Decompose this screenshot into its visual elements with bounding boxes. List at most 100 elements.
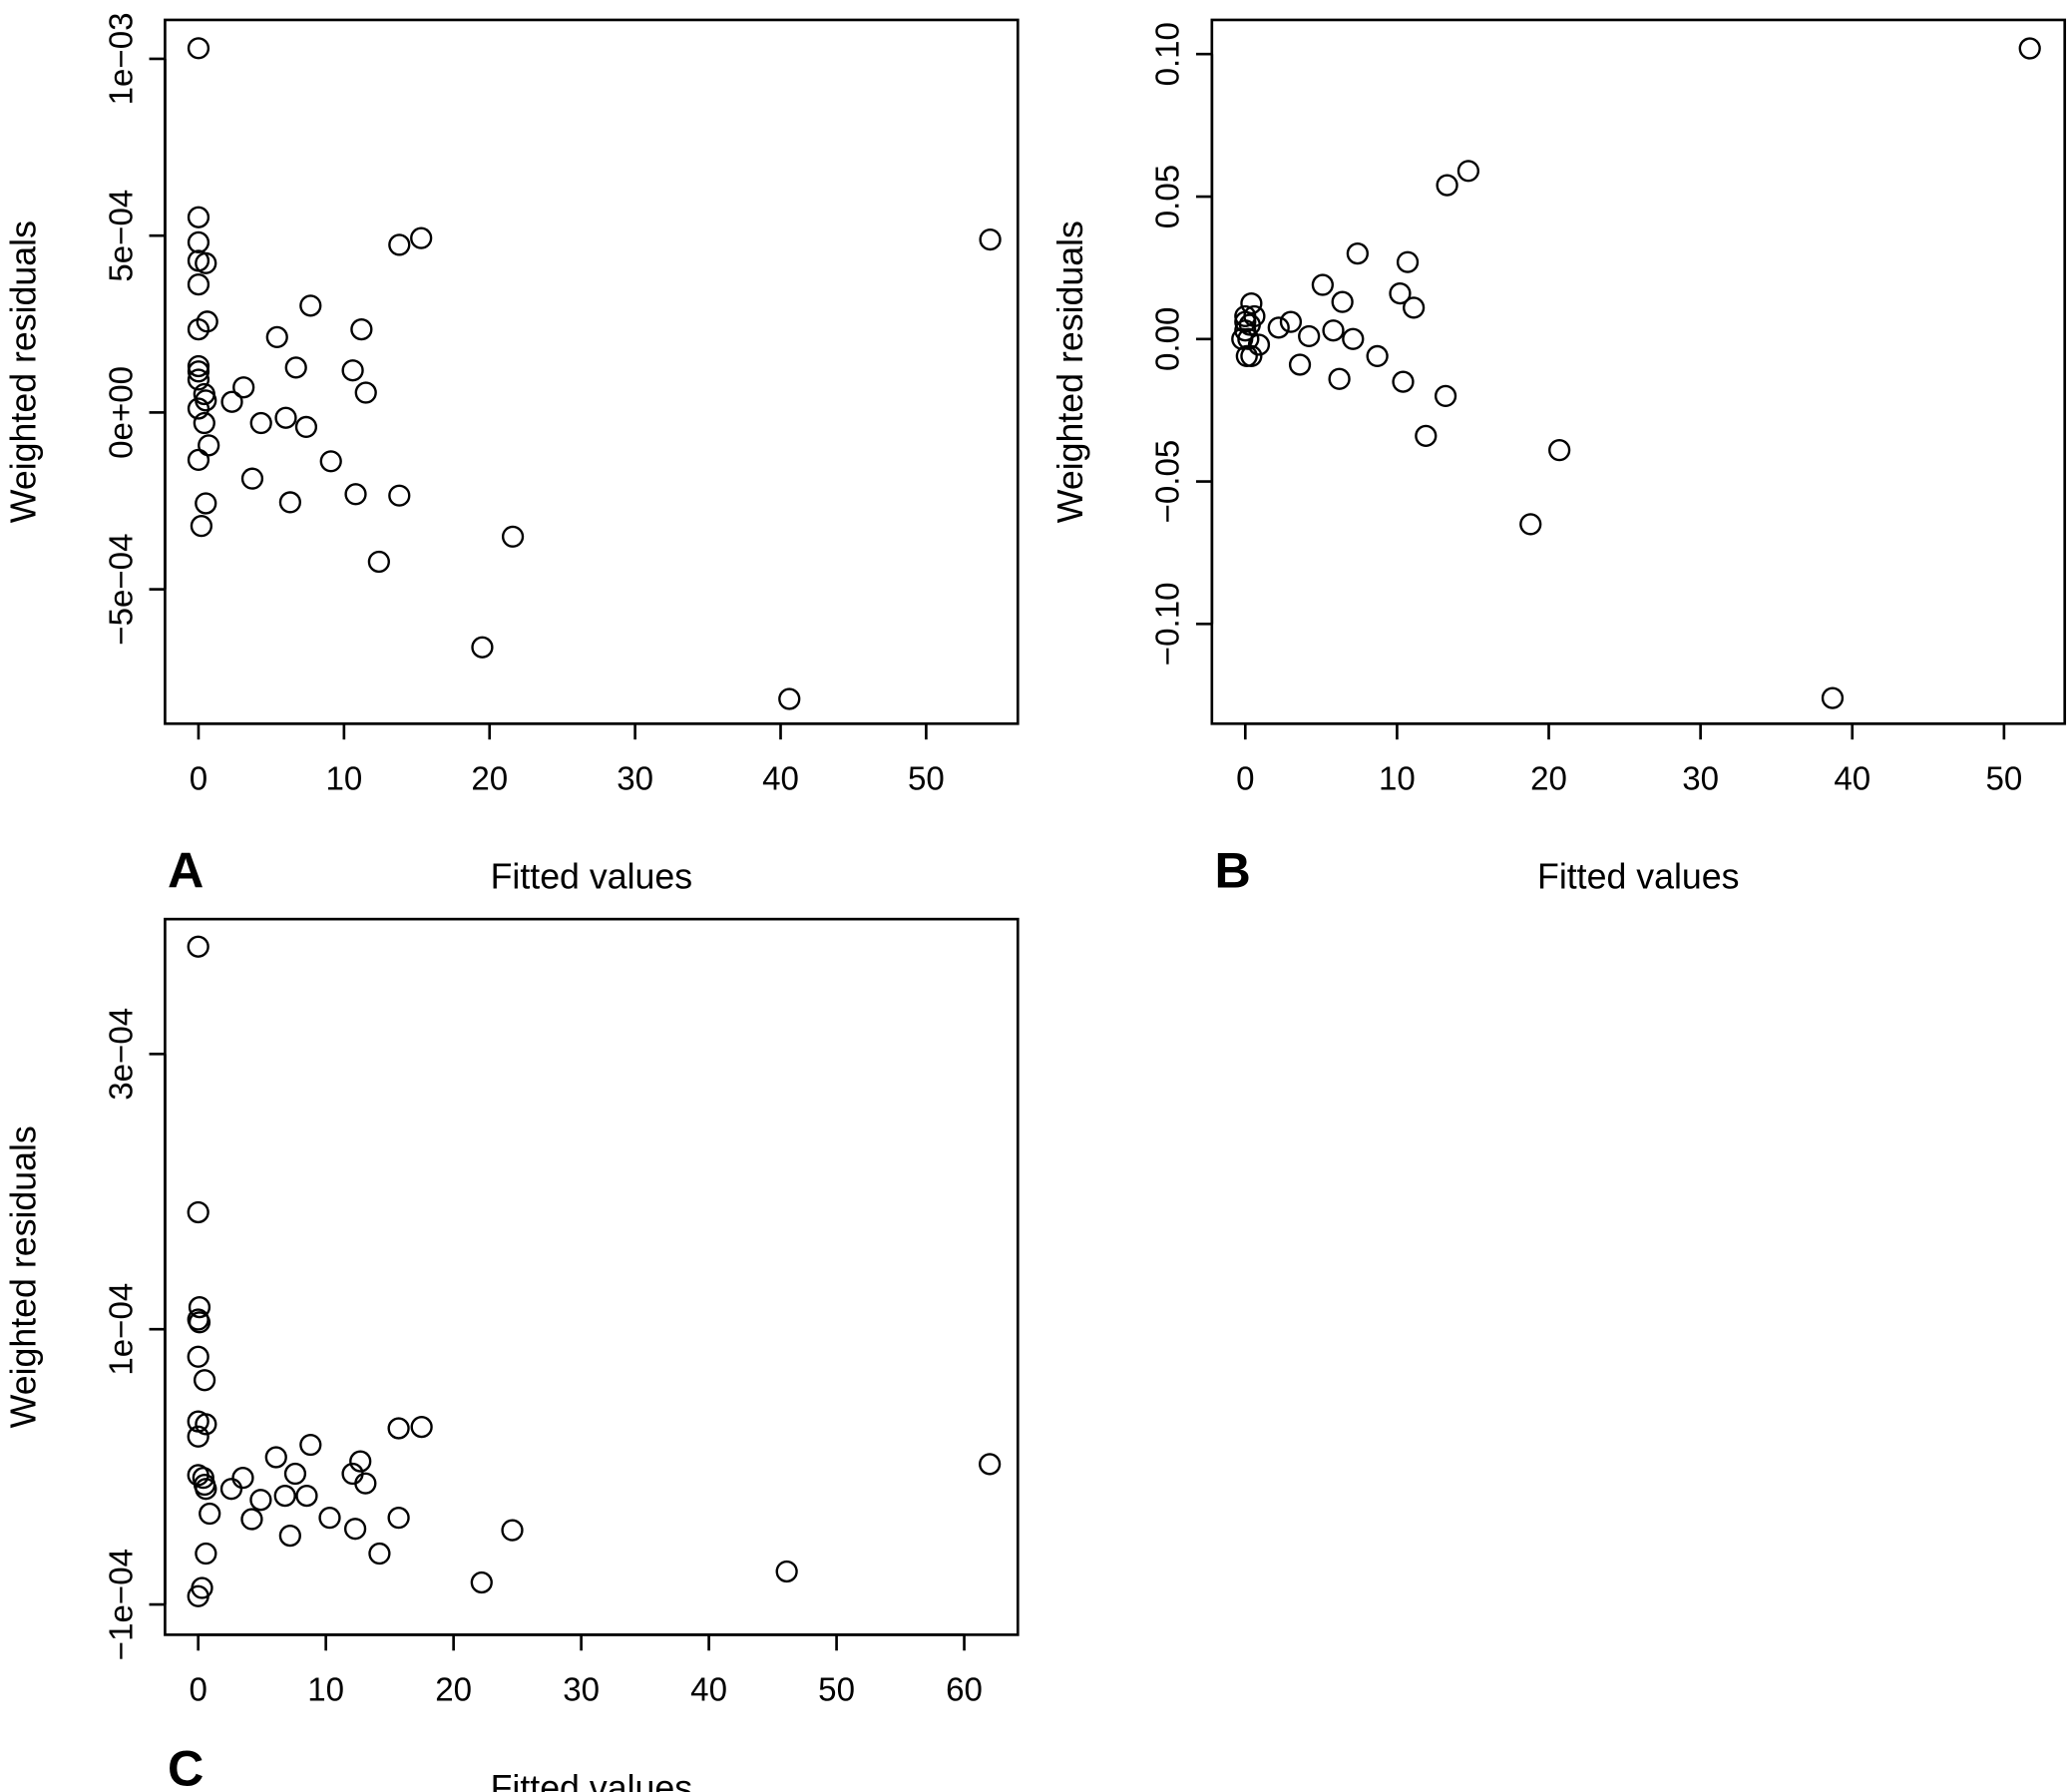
data-point <box>193 411 215 435</box>
data-point <box>188 1296 211 1319</box>
data-point <box>187 272 210 296</box>
data-point <box>187 1425 209 1448</box>
data-point <box>1279 310 1303 333</box>
y-tick-label: −0.05 <box>1150 440 1187 524</box>
data-point <box>187 448 210 472</box>
data-point <box>1267 316 1290 339</box>
data-point <box>232 376 255 399</box>
data-point <box>1237 327 1260 350</box>
data-point <box>471 636 494 659</box>
x-tick-label: 10 <box>1379 760 1416 797</box>
data-point <box>1456 160 1480 183</box>
data-point <box>187 37 210 60</box>
y-tick-label: 5e−04 <box>103 190 140 282</box>
data-point <box>1389 281 1412 305</box>
x-tick-label: 20 <box>435 1672 472 1709</box>
data-point <box>1240 291 1263 315</box>
panel-a: 0 10 20 30 40 50 −5e−04 0e+00 5e−04 1e−03 Fitted v… <box>4 12 1020 898</box>
x-tick-label: 0 <box>190 760 207 797</box>
y-tick-label: 1e−04 <box>103 1283 140 1376</box>
x-tick-label: 50 <box>1985 760 2022 797</box>
data-point <box>196 310 218 333</box>
data-point <box>198 434 220 457</box>
data-point <box>1311 273 1334 296</box>
data-point <box>388 484 411 507</box>
data-point <box>2018 37 2041 60</box>
data-point <box>1342 327 1365 350</box>
data-point <box>249 1489 272 1512</box>
plot-frame <box>164 18 1020 725</box>
y-tick-label: 0.00 <box>1150 307 1187 371</box>
data-point <box>344 483 367 506</box>
data-point <box>187 1584 209 1607</box>
data-point <box>283 1462 307 1486</box>
panel-c: 0 10 20 30 40 50 60 −1e−04 1e−04 3e−04 Fitted valu… <box>4 917 1020 1792</box>
data-point <box>354 1472 377 1495</box>
data-point <box>249 411 272 435</box>
data-point <box>294 415 318 439</box>
data-point <box>319 450 342 473</box>
data-point <box>193 1369 216 1392</box>
y-axis-label: Weighted residuals <box>4 1125 44 1428</box>
data-point <box>187 354 210 378</box>
x-axis-label: Fitted values <box>1537 857 1740 897</box>
data-point <box>388 233 411 256</box>
data-point <box>187 1200 209 1224</box>
data-point <box>187 397 210 420</box>
x-tick-label: 40 <box>762 760 799 797</box>
x-tick-label: 20 <box>471 760 508 797</box>
data-point <box>318 1507 341 1530</box>
y-axis-label: Weighted residuals <box>1050 221 1090 523</box>
x-axis-label: Fitted values <box>491 857 693 897</box>
data-point <box>240 467 264 490</box>
data-point <box>295 1484 318 1508</box>
y-axis-label: Weighted residuals <box>4 221 44 523</box>
data-point <box>501 525 525 548</box>
data-point <box>501 1519 524 1542</box>
data-point <box>187 935 209 958</box>
data-point <box>1403 296 1426 319</box>
data-point <box>778 687 801 710</box>
data-point <box>349 1450 372 1473</box>
data-point <box>350 317 373 341</box>
y-tick-label: 3e−04 <box>103 1008 140 1101</box>
data-point <box>278 1524 301 1548</box>
data-point <box>299 1433 322 1457</box>
data-point <box>284 356 307 379</box>
data-point <box>979 227 1002 251</box>
panel-letter: B <box>1214 841 1250 898</box>
data-point <box>1240 344 1263 368</box>
panel-letter: A <box>168 841 204 898</box>
x-tick-label: 30 <box>617 760 653 797</box>
data-point <box>219 1478 243 1501</box>
x-tick-label: 50 <box>818 1672 855 1709</box>
data-point <box>195 1478 217 1501</box>
y-tick-label: −1e−04 <box>103 1549 140 1660</box>
data-point <box>195 251 217 274</box>
data-point <box>1328 367 1351 390</box>
data-point <box>341 359 364 382</box>
data-point <box>410 1416 433 1439</box>
y-tick-label: 0.10 <box>1150 22 1187 86</box>
data-point <box>1396 250 1420 273</box>
data-point <box>775 1560 798 1583</box>
x-tick-label: 10 <box>325 760 362 797</box>
x-tick-label: 30 <box>1682 760 1719 797</box>
data-point <box>195 1542 217 1566</box>
x-tick-label: 0 <box>189 1672 207 1709</box>
data-point <box>1346 242 1369 265</box>
panel-b: 0 10 20 30 40 50 −0.10 −0.05 0.00 0.05 0.10 Fitted … <box>1050 18 2067 898</box>
data-point <box>1436 174 1458 197</box>
data-point <box>979 1453 1002 1476</box>
data-point <box>195 1413 217 1436</box>
data-point <box>343 1518 367 1541</box>
y-tick-label: −0.10 <box>1150 583 1187 667</box>
data-point <box>240 1508 263 1531</box>
data-point <box>387 1417 410 1440</box>
data-point <box>187 368 210 391</box>
data-point <box>1821 686 1845 709</box>
data-point <box>1322 319 1345 342</box>
data-point <box>190 515 213 538</box>
y-tick-label: −5e−04 <box>103 533 140 645</box>
